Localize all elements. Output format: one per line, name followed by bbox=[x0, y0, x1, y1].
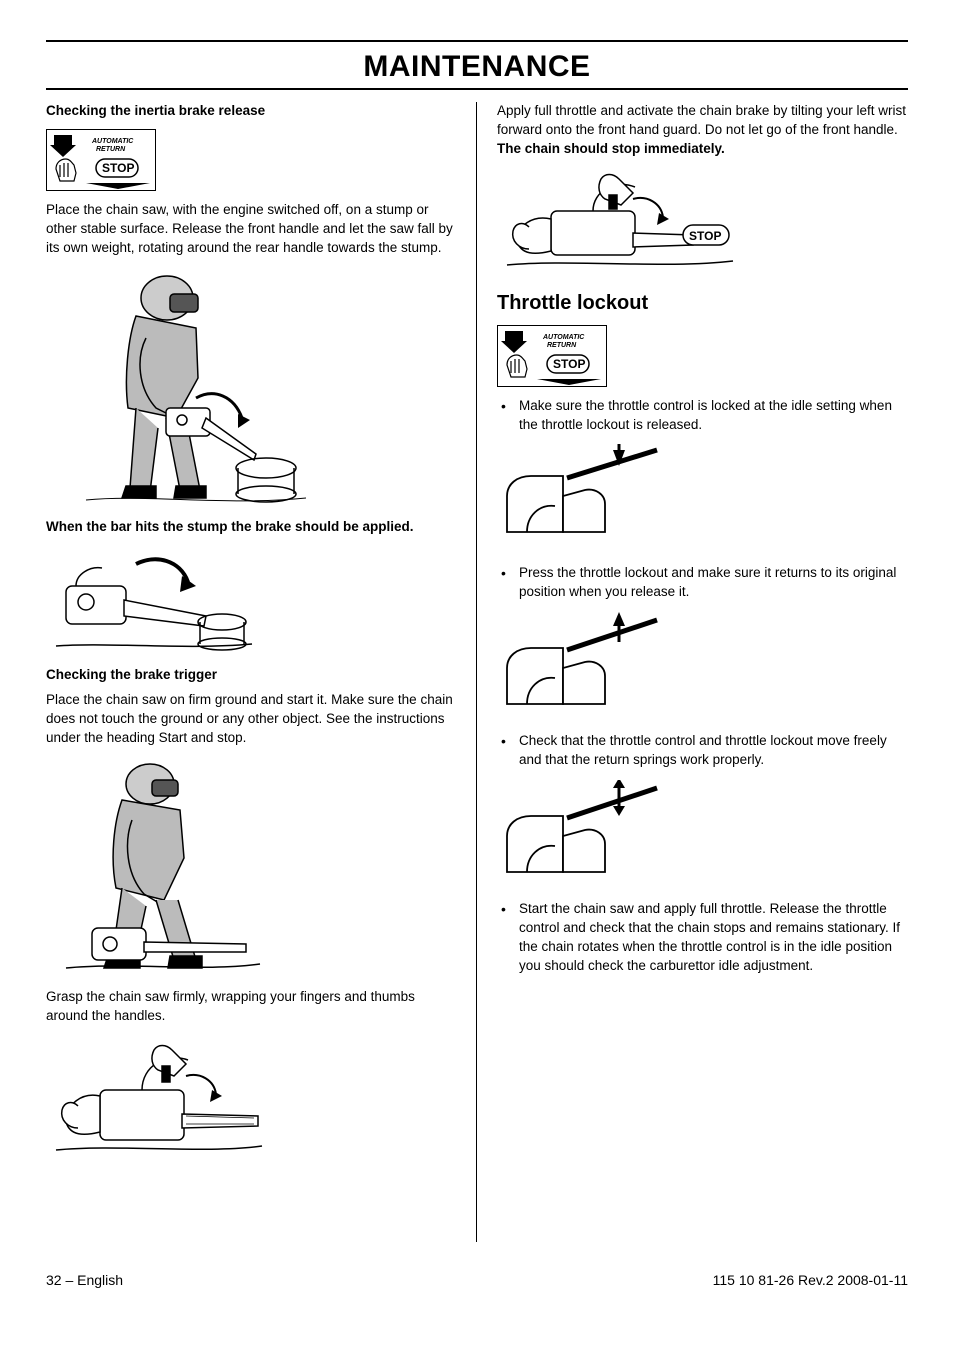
top-rule bbox=[46, 40, 908, 42]
bullet-1: Make sure the throttle control is locked… bbox=[497, 397, 908, 435]
footer-left: 32 – English bbox=[46, 1272, 123, 1288]
throttle-bullet-list-3: Check that the throttle control and thro… bbox=[497, 732, 908, 770]
svg-text:AUTOMATIC: AUTOMATIC bbox=[542, 334, 585, 341]
svg-text:STOP: STOP bbox=[689, 229, 721, 243]
para-inertia-instructions: Place the chain saw, with the engine swi… bbox=[46, 201, 456, 258]
figure-stop-icon-2: AUTOMATIC RETURN STOP bbox=[497, 325, 908, 387]
figure-worker-stump bbox=[46, 268, 456, 508]
bullet-4: Start the chain saw and apply full throt… bbox=[497, 900, 908, 976]
throttle-bullet-list-4: Start the chain saw and apply full throt… bbox=[497, 900, 908, 976]
figure-hands-on-saw-1 bbox=[46, 1036, 456, 1166]
figure-throttle-1 bbox=[497, 444, 908, 554]
title-underline bbox=[46, 88, 908, 90]
svg-text:STOP: STOP bbox=[102, 161, 134, 175]
bullet-2: Press the throttle lockout and make sure… bbox=[497, 564, 908, 602]
para-grasp-firmly: Grasp the chain saw firmly, wrapping you… bbox=[46, 988, 456, 1026]
bullet-3: Check that the throttle control and thro… bbox=[497, 732, 908, 770]
figure-saw-bar-stump bbox=[46, 546, 456, 656]
figure-hands-on-saw-stop: STOP bbox=[497, 169, 908, 279]
footer-right: 115 10 81-26 Rev.2 2008-01-11 bbox=[713, 1272, 908, 1288]
throttle-bullet-list-2: Press the throttle lockout and make sure… bbox=[497, 564, 908, 602]
heading-bar-hits-stump: When the bar hits the stump the brake sh… bbox=[46, 518, 456, 537]
right-column: Apply full throttle and activate the cha… bbox=[477, 102, 908, 1242]
content-columns: Checking the inertia brake release AUTOM… bbox=[46, 102, 908, 1242]
page-title: MAINTENANCE bbox=[46, 50, 908, 84]
figure-worker-ground bbox=[46, 758, 456, 978]
heading-inertia-brake: Checking the inertia brake release bbox=[46, 102, 456, 121]
heading-brake-trigger: Checking the brake trigger bbox=[46, 666, 456, 685]
auto-return-text: AUTOMATIC bbox=[91, 138, 134, 145]
para-brake-trigger: Place the chain saw on firm ground and s… bbox=[46, 691, 456, 748]
figure-throttle-2 bbox=[497, 612, 908, 722]
para-apply-throttle-text: Apply full throttle and activate the cha… bbox=[497, 103, 906, 137]
para-chain-stop-bold: The chain should stop immediately. bbox=[497, 141, 725, 156]
svg-text:STOP: STOP bbox=[553, 357, 585, 371]
para-apply-throttle: Apply full throttle and activate the cha… bbox=[497, 102, 908, 159]
svg-text:RETURN: RETURN bbox=[547, 342, 577, 349]
figure-stop-icon-1: AUTOMATIC RETURN STOP bbox=[46, 129, 456, 191]
throttle-bullet-list: Make sure the throttle control is locked… bbox=[497, 397, 908, 435]
svg-text:RETURN: RETURN bbox=[96, 146, 126, 153]
left-column: Checking the inertia brake release AUTOM… bbox=[46, 102, 477, 1242]
figure-throttle-3 bbox=[497, 780, 908, 890]
heading-throttle-lockout: Throttle lockout bbox=[497, 289, 908, 317]
page-footer: 32 – English 115 10 81-26 Rev.2 2008-01-… bbox=[46, 1272, 908, 1288]
